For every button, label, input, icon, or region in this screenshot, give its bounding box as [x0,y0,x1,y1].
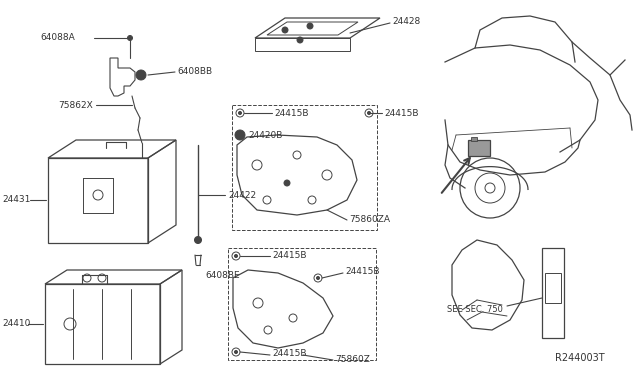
Text: SEE SEC. 750: SEE SEC. 750 [447,305,503,314]
Bar [545,273,561,303]
Text: 6408BB: 6408BB [177,67,212,77]
Text: 6408BE: 6408BE [205,270,239,279]
Circle shape [282,27,288,33]
Text: 24415B: 24415B [272,350,307,359]
Text: 75860ZA: 75860ZA [349,215,390,224]
Bar [468,140,490,156]
Text: 75860Z: 75860Z [335,356,370,365]
Circle shape [127,35,132,41]
Circle shape [307,23,313,29]
Bar [471,137,477,141]
Circle shape [317,276,319,279]
Circle shape [136,70,146,80]
Circle shape [297,37,303,43]
Text: 24431: 24431 [2,196,30,205]
Circle shape [195,237,202,244]
Text: 75862X: 75862X [58,100,93,109]
Text: 24415B: 24415B [384,109,419,118]
Text: 24415B: 24415B [345,267,380,276]
Bar [228,248,376,360]
Circle shape [367,112,371,115]
Text: 24415B: 24415B [274,109,308,118]
Text: 64088A: 64088A [40,33,75,42]
Text: 24422: 24422 [228,190,256,199]
Text: R244003T: R244003T [555,353,605,363]
Text: 24410: 24410 [2,320,30,328]
Circle shape [239,112,241,115]
Bar [232,105,377,230]
Circle shape [284,180,290,186]
Text: 24415B: 24415B [272,251,307,260]
Circle shape [235,130,245,140]
Text: 24420B: 24420B [248,131,282,140]
Circle shape [234,350,237,353]
Text: 24428: 24428 [392,17,420,26]
Circle shape [234,254,237,257]
